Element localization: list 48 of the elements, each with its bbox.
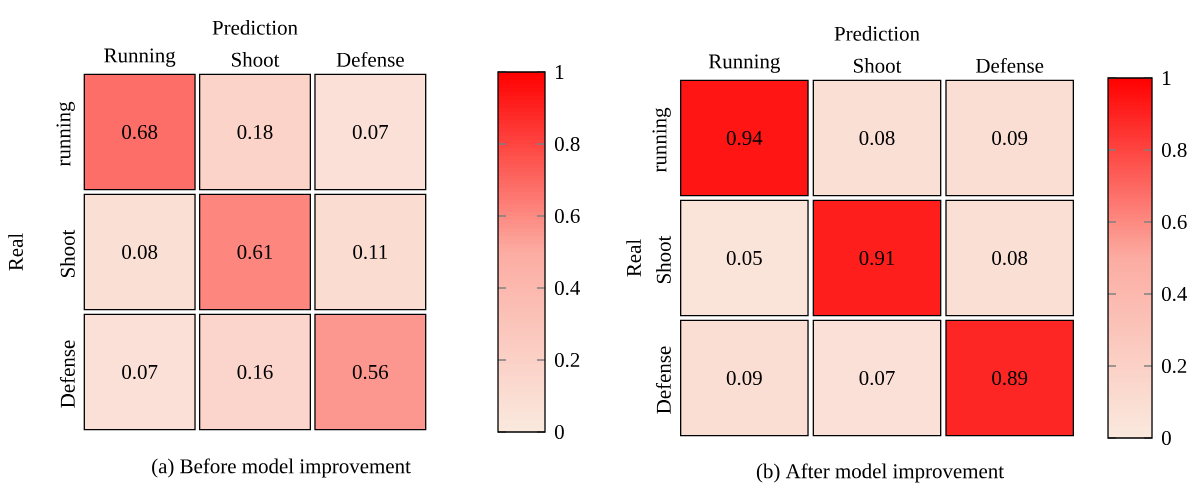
- color-bar-label: 0.8: [1161, 142, 1187, 158]
- x-tick-label: Running: [708, 54, 780, 73]
- data-label: 0.16: [237, 364, 273, 380]
- data-label: 0.08: [859, 130, 895, 146]
- color-bar-label: 1: [1163, 71, 1171, 85]
- x-tick-label: Defense: [336, 51, 404, 67]
- color-bar-label: 0.4: [554, 280, 581, 296]
- y-axis-title: Real: [626, 239, 641, 277]
- y-tick-label: Shoot: [60, 229, 75, 278]
- data-label: 0.56: [352, 364, 389, 380]
- x-tick-label: Shoot: [231, 52, 280, 67]
- color-bar-label: 0.6: [554, 208, 580, 224]
- x-tick-label: Defense: [976, 57, 1044, 73]
- color-bar-label: 0.4: [1161, 286, 1188, 302]
- x-tick-label: Shoot: [854, 58, 902, 73]
- data-label: 0.05: [726, 250, 762, 266]
- color-bar-label: 0.2: [554, 352, 580, 368]
- color-bar-label: 0: [554, 424, 564, 440]
- y-tick-label: running: [652, 107, 671, 173]
- color-bar-label: 0.6: [1161, 214, 1187, 230]
- data-label: 0.89: [992, 370, 1028, 386]
- data-label: 0.09: [992, 130, 1028, 146]
- color-bar-label: 0.8: [554, 136, 580, 152]
- color-bar-label: 0.2: [1161, 358, 1187, 374]
- color-bar-label: 0: [1161, 430, 1171, 446]
- data-label: 0.08: [122, 244, 158, 260]
- data-label: 0.11: [353, 244, 387, 260]
- y-tick-label: Defense: [59, 340, 75, 408]
- data-label: 0.18: [237, 124, 273, 140]
- data-label: 0.08: [992, 250, 1028, 266]
- data-label: 0.91: [859, 250, 895, 266]
- data-label: 0.07: [352, 124, 389, 140]
- x-axis-title: Prediction: [834, 26, 920, 41]
- y-axis-title: Real: [8, 233, 23, 271]
- color-bar-label: 1: [556, 65, 564, 79]
- data-label: 0.68: [122, 124, 158, 140]
- x-tick-label: Running: [104, 48, 176, 67]
- x-axis-title: Prediction: [212, 20, 298, 35]
- text: (b) After model improvement: [756, 463, 1004, 483]
- y-tick-label: Defense: [655, 346, 671, 414]
- data-label: 0.07: [859, 370, 895, 386]
- text: (a) Before model improvement: [152, 458, 411, 478]
- y-tick-label: Shoot: [656, 235, 671, 284]
- y-tick-label: running: [56, 101, 75, 167]
- data-label: 0.94: [726, 130, 763, 146]
- data-label: 0.07: [122, 364, 158, 380]
- data-label: 0.09: [726, 370, 762, 386]
- data-label: 0.61: [237, 244, 273, 260]
